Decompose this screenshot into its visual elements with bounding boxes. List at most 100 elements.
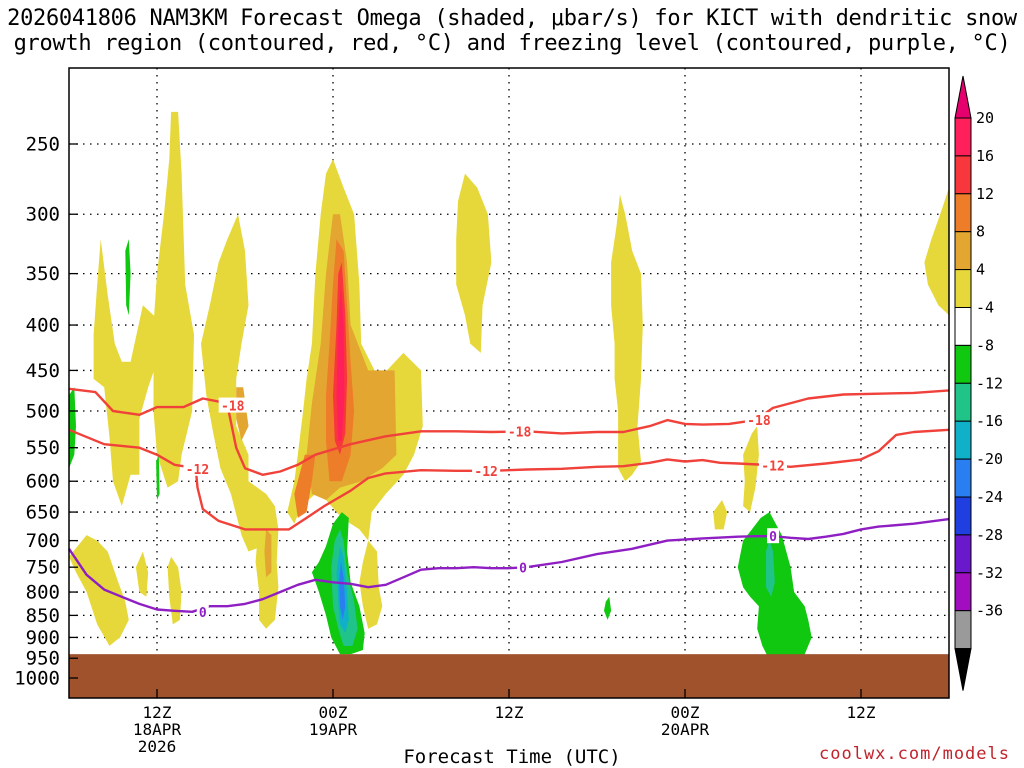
omega-region: [456, 173, 492, 353]
contour-label: 0: [769, 530, 777, 545]
colorbar-swatch: [954, 193, 972, 233]
colorbar-swatch: [954, 572, 972, 612]
credit-link[interactable]: coolwx.com/models: [819, 744, 1010, 764]
contour-label-bg: [183, 460, 212, 476]
contour-label: -18: [747, 414, 771, 429]
colorbar-label: -24: [976, 488, 1003, 506]
omega-region: [611, 194, 643, 482]
omega-region: [359, 540, 383, 629]
omega-region: [93, 239, 168, 507]
contour-line: [68, 517, 950, 613]
colorbar-bottom-arrow: [954, 648, 972, 691]
gridlines: [69, 68, 949, 698]
y-tick-label: 650: [26, 502, 60, 524]
y-tick-label: 900: [26, 627, 60, 649]
contour-label-bg: [767, 528, 779, 544]
colorbar-swatch: [954, 231, 972, 271]
omega-region: [924, 187, 949, 316]
colorbar-swatch: [954, 382, 972, 422]
colorbar-top-arrow: [954, 75, 972, 119]
omega-shading: [69, 111, 949, 661]
y-tick-label: 700: [26, 530, 60, 552]
chart-title: 2026041806 NAM3KM Forecast Omega (shaded…: [0, 6, 1024, 56]
x-tick-label: 12Z: [143, 703, 172, 722]
contour-label-bg: [517, 559, 530, 575]
x-tick-label: 18APR: [133, 720, 182, 739]
contour-label: 0: [199, 606, 207, 621]
y-tick-label: 850: [26, 605, 60, 627]
x-axis-label: Forecast Time (UTC): [403, 746, 621, 768]
y-tick-label: 450: [26, 360, 60, 382]
omega-region: [737, 512, 812, 661]
y-tick-label: 350: [26, 263, 60, 285]
x-tick-label: 19APR: [309, 720, 358, 739]
contour-label: -12: [761, 460, 784, 475]
y-tick-label: 400: [26, 315, 60, 337]
omega-region: [69, 387, 76, 469]
colorbar-label: -36: [976, 602, 1003, 620]
contour-label: -18: [508, 425, 532, 440]
colorbar-swatch: [954, 420, 972, 460]
omega-region: [125, 239, 131, 316]
contour-labels: -18 -12 -18 -12 -18 -12 0 0 0: [183, 397, 787, 621]
y-tick-label: 1000: [14, 668, 60, 690]
colorbar: 20 16 12 8 4 -4 -8 -12 -16 -20 -24 -28 -32 -36: [954, 75, 1003, 691]
contour-label-bg: [218, 397, 247, 413]
colorbar-label: -8: [976, 336, 994, 354]
colorbar-swatch: [954, 534, 972, 574]
omega-region: [336, 284, 345, 441]
contour-lines: [68, 387, 950, 613]
colorbar-label: -4: [976, 299, 994, 317]
contour-label: -18: [221, 400, 245, 415]
contour-label: 0: [519, 562, 527, 577]
colorbar-label: 4: [976, 261, 985, 279]
colorbar-label: 16: [976, 147, 994, 165]
colorbar-swatch: [954, 117, 972, 157]
y-tick-label: 300: [26, 204, 60, 226]
x-tick-label: 00Z: [319, 703, 348, 722]
y-tick-label: 550: [26, 437, 60, 459]
omega-region: [153, 111, 194, 488]
colorbar-swatch: [954, 269, 972, 309]
colorbar-swatch: [954, 496, 972, 536]
contour-label: -12: [474, 465, 497, 480]
omega-region: [201, 214, 272, 552]
chart-title-line1: 2026041806 NAM3KM Forecast Omega (shaded…: [7, 6, 1017, 31]
y-tick-label: 950: [26, 648, 60, 670]
contour-label: -12: [186, 463, 209, 478]
x-tick-label: 00Z: [671, 703, 700, 722]
y-tick-label: 750: [26, 557, 60, 579]
omega-region: [604, 596, 612, 620]
colorbar-label: -28: [976, 526, 1003, 544]
omega-region: [294, 454, 316, 518]
colorbar-swatch: [954, 307, 972, 346]
contour-label-bg: [744, 412, 773, 428]
omega-region: [69, 535, 129, 646]
colorbar-label: 12: [976, 185, 994, 203]
colorbar-label: -12: [976, 374, 1003, 392]
omega-region: [264, 529, 272, 578]
colorbar-label: 20: [976, 109, 994, 127]
contour-label-bg: [472, 462, 501, 478]
y-tick-label: 250: [26, 134, 60, 156]
omega-region: [135, 551, 149, 597]
colorbar-label: -32: [976, 564, 1003, 582]
omega-region: [743, 426, 759, 513]
y-tick-label: 800: [26, 582, 60, 604]
y-tick-label: 600: [26, 471, 60, 493]
y-tick-label: 500: [26, 401, 60, 423]
omega-region: [156, 454, 160, 500]
omega-region: [339, 562, 346, 620]
contour-label-bg: [505, 423, 534, 439]
colorbar-swatch: [954, 458, 972, 498]
contour-label-bg: [196, 603, 209, 619]
colorbar-swatch: [954, 610, 972, 650]
colorbar-label: -20: [976, 450, 1003, 468]
omega-region: [167, 556, 182, 625]
x-tick-label: 2026: [138, 737, 177, 756]
colorbar-swatch: [954, 344, 972, 384]
contour-label-bg: [759, 457, 787, 473]
contour-line: [68, 428, 950, 531]
